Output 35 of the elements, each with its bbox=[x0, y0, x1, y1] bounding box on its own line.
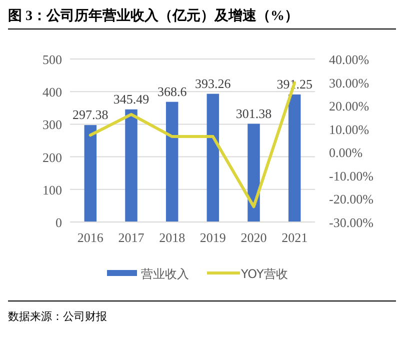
data-label: 345.49 bbox=[113, 91, 150, 106]
y2-tick-label: -30.00% bbox=[329, 215, 374, 230]
data-label: 368.6 bbox=[157, 84, 188, 99]
x-tick-label: 2018 bbox=[159, 230, 186, 245]
y2-tick-label: 10.00% bbox=[329, 122, 370, 137]
y2-tick-label: 30.00% bbox=[329, 75, 370, 90]
x-tick-label: 2016 bbox=[77, 230, 104, 245]
chart-title: 图 3：公司历年营业收入（亿元）及增速（%） bbox=[8, 8, 298, 24]
x-tick-label: 2021 bbox=[282, 230, 308, 245]
x-tick-label: 2017 bbox=[118, 230, 145, 245]
bar bbox=[248, 124, 260, 222]
y2-tick-label: 20.00% bbox=[329, 98, 370, 114]
legend-label: YOY营收 bbox=[240, 267, 288, 281]
bar bbox=[125, 109, 138, 222]
legend-label: 营业收入 bbox=[141, 267, 189, 281]
y-tick-label: 0 bbox=[56, 215, 62, 230]
y-tick-label: 500 bbox=[42, 52, 62, 67]
data-label: 297.38 bbox=[72, 107, 108, 122]
y-tick-label: 100 bbox=[42, 182, 62, 198]
data-label: 393.26 bbox=[195, 76, 232, 91]
y2-tick-label: 0.00% bbox=[329, 145, 363, 160]
bar bbox=[84, 125, 97, 222]
y2-tick-label: -20.00% bbox=[329, 192, 374, 207]
bar bbox=[166, 102, 178, 222]
x-tick-label: 2020 bbox=[240, 230, 267, 245]
y2-tick-label: 40.00% bbox=[329, 52, 370, 67]
bar bbox=[206, 94, 220, 222]
y-tick-label: 300 bbox=[42, 117, 62, 132]
source-note: 数据来源：公司财报 bbox=[8, 310, 107, 323]
x-tick-label: 2019 bbox=[200, 230, 226, 245]
y2-tick-label: -10.00% bbox=[329, 168, 374, 184]
data-label: 301.38 bbox=[236, 106, 272, 121]
bar bbox=[288, 94, 301, 222]
y-tick-label: 400 bbox=[42, 84, 62, 100]
y-tick-label: 200 bbox=[42, 150, 62, 165]
